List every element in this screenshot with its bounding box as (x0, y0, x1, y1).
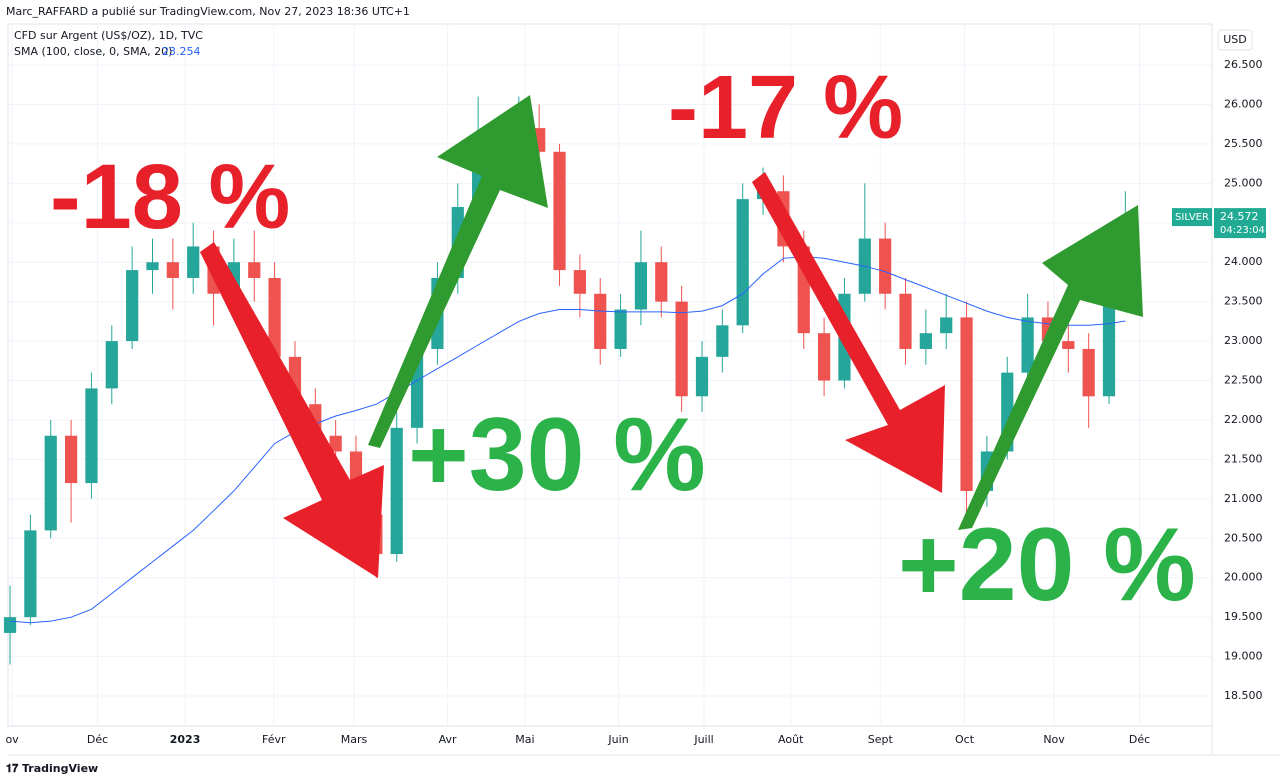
x-tick-label: Oct (955, 733, 975, 746)
x-tick-label: Sept (868, 733, 894, 746)
x-tick-label: 2023 (170, 733, 201, 746)
candle-body (146, 262, 159, 271)
y-tick-label: 20.000 (1224, 571, 1263, 584)
price-label: 24.572 (1220, 210, 1259, 223)
x-tick-label: Févr (262, 733, 286, 746)
annotation: -18 % (50, 146, 290, 248)
arrow-up (368, 95, 548, 448)
candle-body (64, 435, 78, 484)
annotation: -17 % (668, 58, 903, 158)
candle-body (879, 238, 892, 294)
candle-body (675, 301, 688, 397)
y-tick-label: 21.000 (1224, 492, 1263, 505)
candle-body (187, 246, 200, 278)
arrow-up (958, 205, 1143, 530)
sma-legend-value: 23.254 (162, 45, 201, 58)
x-tick-label: Août (778, 733, 804, 746)
y-tick-label: 19.000 (1224, 650, 1263, 663)
sma-legend: SMA (100, close, 0, SMA, 20) (14, 45, 172, 58)
candle-body (634, 262, 648, 310)
candle-body (899, 293, 912, 349)
currency[interactable]: USD (1223, 33, 1247, 46)
x-tick-label: Déc (87, 733, 108, 746)
candle-body (655, 262, 668, 302)
candle-body (44, 435, 57, 531)
x-tick-label: Mars (341, 733, 368, 746)
annotation: +30 % (408, 397, 706, 513)
y-tick-label: 23.500 (1224, 295, 1263, 308)
ticker-label: SILVER (1175, 212, 1209, 223)
candle-body (695, 356, 709, 397)
x-tick-label: Avr (439, 733, 457, 746)
candle-body (390, 427, 403, 555)
candle-body (166, 262, 179, 278)
y-tick-label: 23.000 (1224, 334, 1263, 347)
y-tick-label: 24.000 (1224, 255, 1263, 268)
sma-line (9, 256, 1126, 624)
ticker-tag (1172, 208, 1212, 227)
y-tick-label: 19.500 (1224, 610, 1263, 623)
annotation: +20 % (898, 507, 1196, 623)
candle-body (24, 530, 37, 618)
candle-body (3, 617, 17, 633)
y-tick-label: 21.500 (1224, 452, 1263, 465)
y-tick-label: 18.500 (1224, 689, 1263, 702)
footer-brand: TradingView (22, 762, 98, 775)
candle-body (573, 270, 586, 294)
candle-body (736, 199, 749, 326)
y-tick-label: 26.000 (1224, 97, 1263, 110)
candle-body (817, 333, 831, 381)
symbol-legend: CFD sur Argent (US$/OZ), 1D, TVC (14, 29, 203, 42)
candle-body (105, 341, 118, 389)
arrow-down (200, 242, 384, 578)
y-tick-label: 26.500 (1224, 58, 1263, 71)
y-tick-label: 22.000 (1224, 413, 1263, 426)
price-tag (1214, 208, 1266, 239)
candle-body (1021, 317, 1034, 373)
arrows (200, 95, 1143, 578)
candle-body (594, 293, 607, 349)
candle-body (553, 151, 566, 271)
candle-body (1062, 341, 1075, 349)
candle-body (716, 325, 729, 357)
candle-body (960, 317, 973, 491)
candle-body (85, 388, 98, 484)
candle-body (248, 262, 261, 278)
candle-body (614, 309, 627, 349)
x-tick-label: Mai (515, 733, 534, 746)
candle-body (268, 277, 281, 357)
x-tick-label: Juin (607, 733, 628, 746)
y-tick-label: 20.500 (1224, 531, 1263, 544)
x-tick-label: ov (5, 733, 19, 746)
header: Marc_RAFFARD a publié sur TradingView.co… (6, 5, 410, 18)
countdown: 04:23:04 (1220, 225, 1265, 236)
candle-body (940, 317, 953, 334)
x-tick-label: Nov (1043, 733, 1065, 746)
y-tick-label: 25.000 (1224, 176, 1263, 189)
candle-body (126, 270, 139, 342)
x-tick-label: Juill (693, 733, 713, 746)
x-tick-label: Déc (1129, 733, 1150, 746)
arrow-down (752, 172, 945, 493)
currency-button[interactable] (1217, 29, 1253, 51)
footer-logo: 𝟏𝟕 (6, 762, 19, 775)
y-tick-label: 22.500 (1224, 374, 1263, 387)
candle-body (1082, 348, 1095, 397)
candle-body (919, 333, 932, 349)
y-tick-label: 25.500 (1224, 137, 1263, 150)
candle-body (329, 435, 342, 452)
